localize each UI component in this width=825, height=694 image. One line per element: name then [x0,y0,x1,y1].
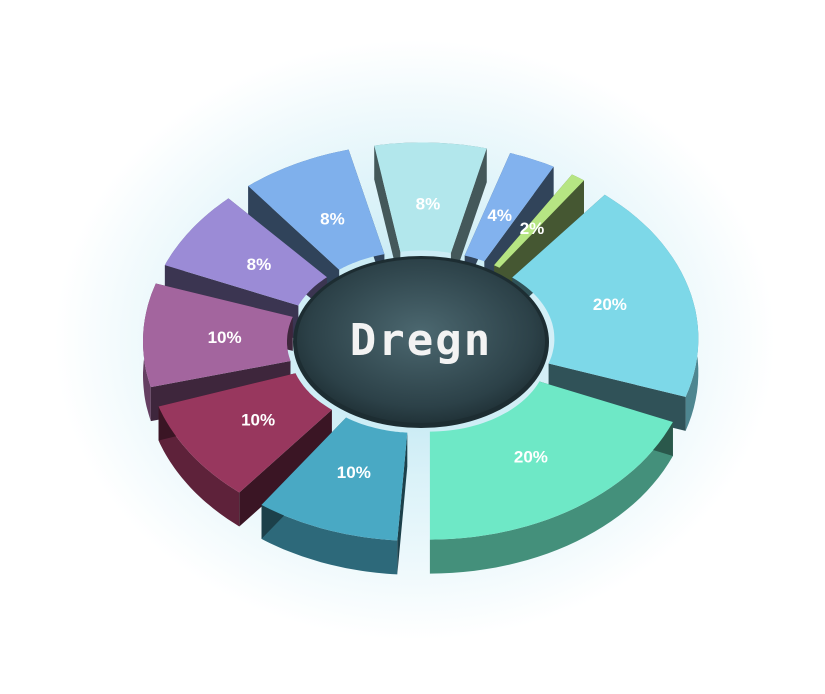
slice-percent-label: 8% [247,255,272,274]
pie-slice [512,194,699,431]
labels-layer: 8% 4% 8% 2% 8% 20% 10% 10% 20% 10% [208,195,627,482]
pie-slice [374,142,487,287]
center-title: Dregn [350,315,492,366]
slice-percent-label: 2% [520,219,545,238]
slice-percent-label: 8% [320,210,345,229]
slice-percent-label: 10% [241,410,275,429]
slice-percent-label: 8% [416,195,441,214]
center-hub: Dregn [293,256,549,428]
slices-layer [143,142,699,575]
slice-percent-label: 10% [208,328,242,347]
pie-slice [158,373,332,527]
pie-slice [261,417,408,575]
slice-percent-label: 10% [337,463,371,482]
slice-percent-label: 4% [487,206,512,225]
pie-slice [429,381,673,574]
slice-percent-label: 20% [514,448,548,467]
slice-percent-label: 20% [593,295,627,314]
